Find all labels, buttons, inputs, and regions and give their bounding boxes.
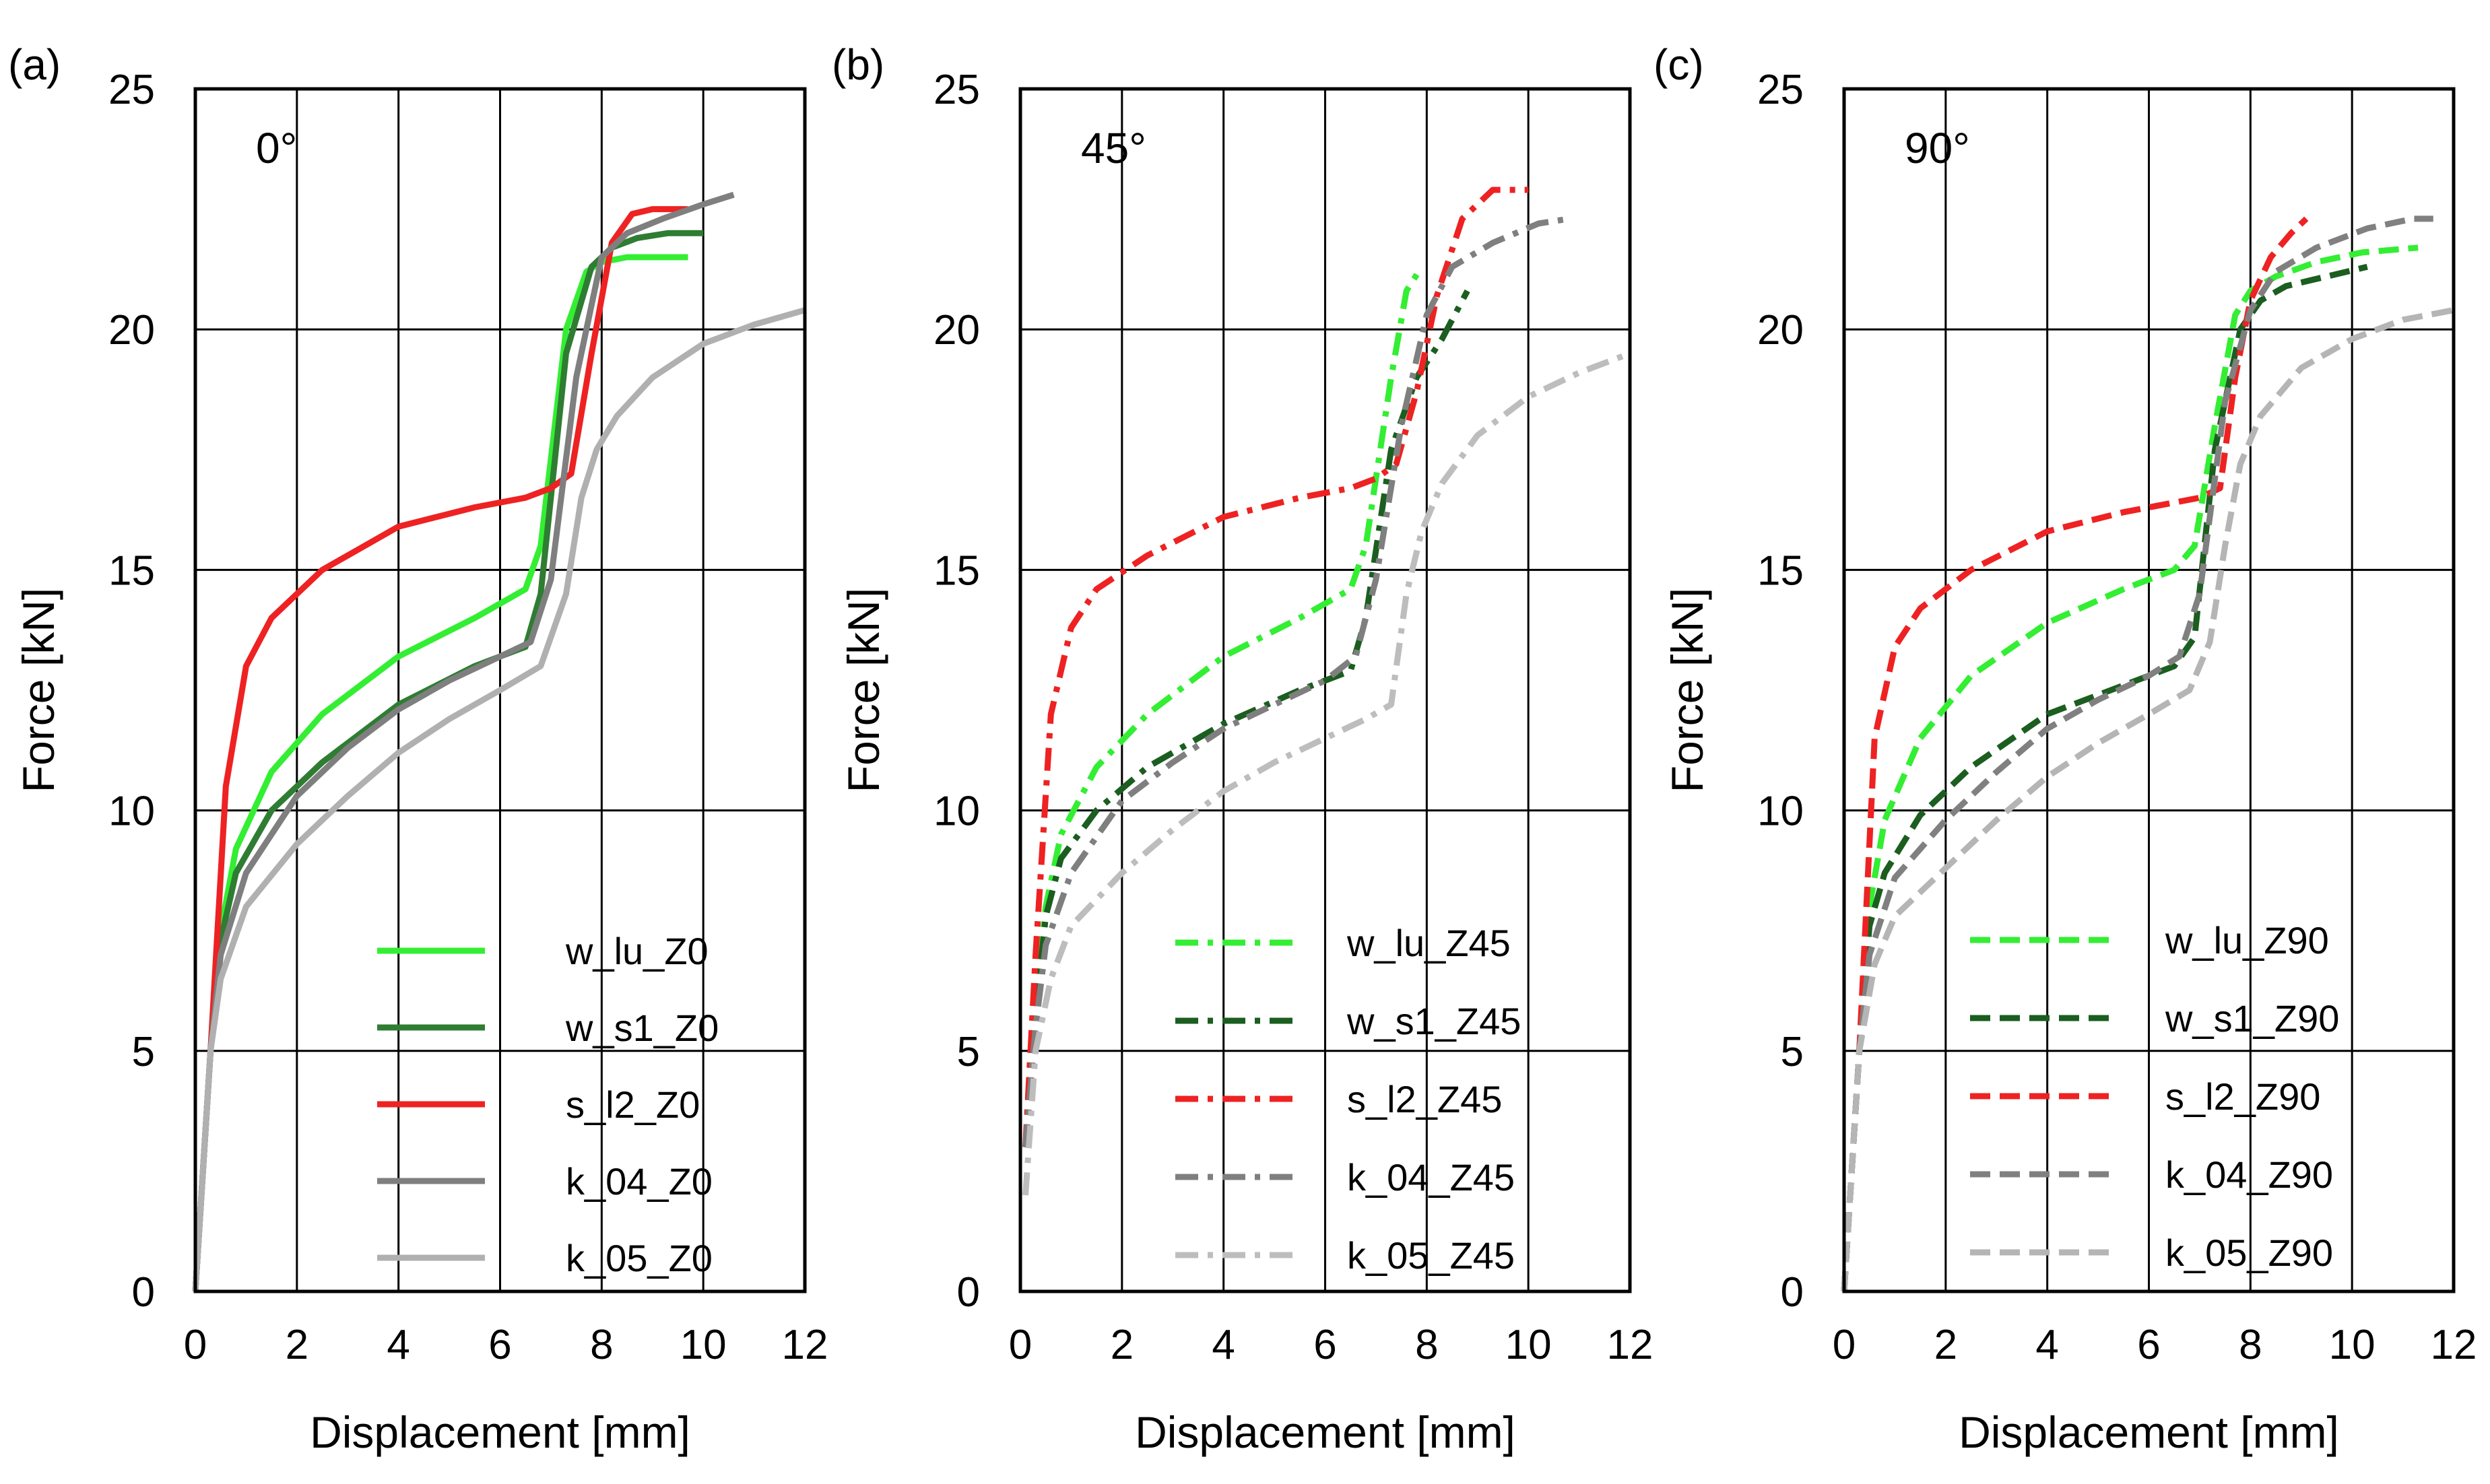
panel-0-legend-label-0: w_lu_Z0: [565, 930, 709, 972]
panel-1-legend-label-2: s_l2_Z45: [1347, 1078, 1502, 1120]
panel-2-series-k_04_Z90: [1841, 215, 2433, 1292]
panel-2-xtick-5: 10: [2329, 1322, 2376, 1368]
panel-1-legend-label-1: w_s1_Z45: [1346, 1000, 1521, 1042]
panel-2-xtick-2: 4: [2035, 1322, 2058, 1368]
panel-2-ytick-5: 25: [1757, 67, 1804, 113]
panel-2-ytick-0: 0: [1781, 1269, 1804, 1316]
panel-2-ytick-2: 10: [1757, 788, 1804, 835]
panel-1-ytick-2: 10: [933, 788, 980, 835]
panel-1-series-k_04_Z45: [1022, 215, 1570, 1148]
panel-2-series-w_lu_Z90: [1841, 244, 2419, 1292]
panel-0-xtick-3: 6: [488, 1322, 511, 1368]
panel-1-label: (b): [832, 40, 884, 89]
panel-2-label: (c): [1653, 40, 1704, 89]
panel-0-xlabel: Displacement [mm]: [310, 1407, 690, 1457]
panel-0-ylabel: Force [kN]: [13, 588, 63, 792]
panel-1-ytick-1: 5: [957, 1029, 980, 1075]
panel-0-series-s_l2_Z0: [192, 206, 688, 1292]
panel-0-series-w_s1_Z0: [192, 230, 704, 1292]
panel-1-xtick-2: 4: [1212, 1322, 1235, 1368]
panel-1-legend-label-3: k_04_Z45: [1347, 1156, 1515, 1199]
panel-1-legend-label-0: w_lu_Z45: [1346, 922, 1511, 964]
panel-0-xtick-6: 12: [782, 1322, 828, 1368]
panel-0-series-k_04_Z0: [192, 191, 735, 1292]
panel-0-legend-label-4: k_05_Z0: [566, 1237, 713, 1279]
panel-1-legend-label-4: k_05_Z45: [1347, 1234, 1515, 1277]
panel-1-xtick-6: 12: [1607, 1322, 1653, 1368]
panel-2-frame: [1842, 87, 2456, 1293]
panel-1-ylabel: Force [kN]: [839, 588, 888, 792]
panel-2-xtick-0: 0: [1833, 1322, 1856, 1368]
panel-2-xtick-6: 12: [2431, 1322, 2477, 1368]
panel-0-legend-label-3: k_04_Z0: [566, 1160, 713, 1203]
panel-1-xtick-1: 2: [1111, 1322, 1134, 1368]
panel-0-ytick-0: 0: [132, 1269, 155, 1316]
panel-2-xtick-4: 8: [2239, 1322, 2262, 1368]
panel-2-legend-label-0: w_lu_Z90: [2165, 919, 2329, 962]
panel-1-ytick-0: 0: [957, 1269, 980, 1316]
panel-1-series-k_05_Z45: [1022, 350, 1631, 1196]
panel-2-series-k_05_Z90: [1841, 307, 2454, 1292]
panel-2-xlabel: Displacement [mm]: [1959, 1407, 2339, 1457]
panel-1-xtick-4: 8: [1415, 1322, 1438, 1368]
panel-2-legend-label-1: w_s1_Z90: [2165, 997, 2339, 1040]
panel-1-frame: [1018, 87, 1632, 1293]
panel-1-xlabel: Displacement [mm]: [1135, 1407, 1515, 1457]
panel-2-legend-label-2: s_l2_Z90: [2165, 1075, 2320, 1118]
panel-0-series-k_05_Z0: [192, 307, 806, 1292]
panel-0-xtick-4: 8: [590, 1322, 613, 1368]
panel-0-xtick-2: 4: [387, 1322, 409, 1368]
panel-2-ytick-3: 15: [1757, 547, 1804, 594]
panel-0-xtick-0: 0: [184, 1322, 207, 1368]
panel-0-ytick-3: 15: [108, 547, 155, 594]
panel-2-ytick-1: 5: [1781, 1029, 1804, 1075]
panel-2-title: 90°: [1905, 124, 1970, 172]
panel-1-ytick-5: 25: [933, 67, 980, 113]
panel-0-title: 0°: [256, 124, 297, 172]
panel-1-xtick-5: 10: [1505, 1322, 1552, 1368]
panel-1-title: 45°: [1081, 124, 1146, 172]
panel-2-series-s_l2_Z90: [1841, 216, 2309, 1292]
panel-1-xtick-3: 6: [1313, 1322, 1336, 1368]
panel-0-xtick-5: 10: [680, 1322, 727, 1368]
panel-0-label: (a): [8, 40, 61, 89]
panel-0-series-w_lu_Z0: [192, 254, 688, 1292]
panel-2-legend-label-4: k_05_Z90: [2165, 1232, 2333, 1274]
panel-0-ytick-4: 20: [108, 307, 155, 353]
panel-0-legend-label-1: w_s1_Z0: [565, 1007, 719, 1049]
panel-2-ytick-4: 20: [1757, 307, 1804, 353]
panel-0-frame: [193, 87, 807, 1293]
panel-0-xtick-1: 2: [286, 1322, 308, 1368]
panel-1-series-s_l2_Z45: [1022, 187, 1529, 1147]
panel-0-ytick-1: 5: [132, 1029, 155, 1075]
panel-2-ylabel: Force [kN]: [1662, 588, 1712, 792]
panel-1-ytick-3: 15: [933, 547, 980, 594]
panel-0-legend-label-2: s_l2_Z0: [566, 1083, 700, 1126]
panel-2-xtick-3: 6: [2137, 1322, 2160, 1368]
panel-2-series-w_s1_Z90: [1841, 263, 2368, 1292]
panel-0-ytick-5: 25: [108, 67, 155, 113]
panel-2-legend-label-3: k_04_Z90: [2165, 1153, 2333, 1196]
panel-1-ytick-4: 20: [933, 307, 980, 353]
panel-2-xtick-1: 2: [1934, 1322, 1957, 1368]
panel-1-xtick-0: 0: [1009, 1322, 1032, 1368]
panel-0-ytick-2: 10: [108, 788, 155, 835]
